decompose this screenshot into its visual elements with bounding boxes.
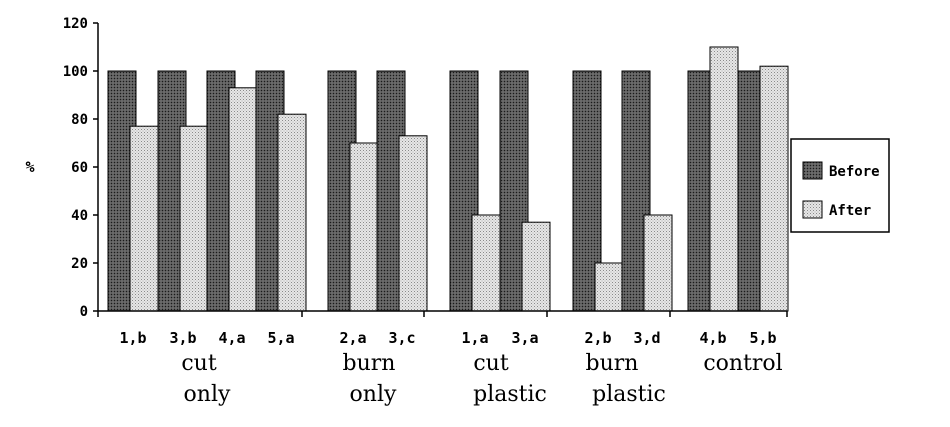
x-tick-label: 2,a bbox=[339, 329, 366, 347]
y-axis: 0 20 40 60 80 100 120 bbox=[63, 16, 99, 320]
legend-swatch-before bbox=[802, 161, 823, 180]
bar-after bbox=[228, 87, 258, 312]
group-labels: cut only burn only cut plastic burn plastic cont… bbox=[181, 351, 782, 407]
bar-after bbox=[129, 125, 159, 312]
x-axis bbox=[97, 310, 788, 317]
x-tick-label: 4,b bbox=[699, 329, 726, 347]
bar-after bbox=[398, 135, 428, 312]
group-label-line1: burn bbox=[343, 351, 396, 376]
x-tick-label: 4,a bbox=[218, 329, 245, 347]
y-tick-label: 100 bbox=[63, 64, 88, 80]
x-tick-label: 5,b bbox=[749, 329, 776, 347]
bar-after bbox=[277, 113, 307, 312]
bar-after bbox=[471, 214, 501, 312]
legend-label-before: Before bbox=[829, 164, 880, 180]
y-axis-label: % bbox=[25, 158, 34, 176]
legend: Before After bbox=[790, 138, 890, 233]
x-tick-label: 3,c bbox=[388, 329, 415, 347]
bar-after bbox=[709, 46, 739, 312]
y-tick-label: 40 bbox=[71, 208, 88, 224]
group-label-line2: only bbox=[350, 382, 397, 407]
group-label-line1: control bbox=[703, 351, 782, 376]
bar-after bbox=[349, 142, 379, 312]
group-label-line1: burn bbox=[586, 351, 639, 376]
y-tick-label: 80 bbox=[71, 112, 88, 128]
bar-after bbox=[521, 221, 551, 312]
bar-after bbox=[759, 65, 789, 312]
legend-label-after: After bbox=[829, 203, 871, 219]
y-tick-label: 0 bbox=[80, 304, 88, 320]
bar-after bbox=[179, 125, 209, 312]
bar-after bbox=[594, 262, 624, 312]
x-tick-label: 5,a bbox=[267, 329, 294, 347]
y-tick-label: 20 bbox=[71, 256, 88, 272]
group-label-line2: only bbox=[184, 382, 231, 407]
group-label-line1: cut bbox=[473, 351, 508, 376]
bars bbox=[107, 46, 789, 312]
x-tick-label: 3,a bbox=[511, 329, 538, 347]
category-labels: 1,b 3,b 4,a 5,a 2,a 3,c 1,a 3,a 2,b 3,d 4,b 5,b bbox=[119, 329, 776, 347]
x-tick-label: 1,a bbox=[461, 329, 488, 347]
y-tick-label: 60 bbox=[71, 160, 88, 176]
x-tick-label: 2,b bbox=[584, 329, 611, 347]
group-label-line2: plastic bbox=[473, 382, 547, 407]
bar-after bbox=[643, 214, 673, 312]
group-label-line1: cut bbox=[181, 351, 216, 376]
x-tick-label: 3,d bbox=[633, 329, 660, 347]
y-tick-label: 120 bbox=[63, 16, 88, 32]
legend-swatch-after bbox=[802, 200, 823, 219]
x-tick-label: 3,b bbox=[169, 329, 196, 347]
x-tick-label: 1,b bbox=[119, 329, 146, 347]
group-label-line2: plastic bbox=[592, 382, 666, 407]
